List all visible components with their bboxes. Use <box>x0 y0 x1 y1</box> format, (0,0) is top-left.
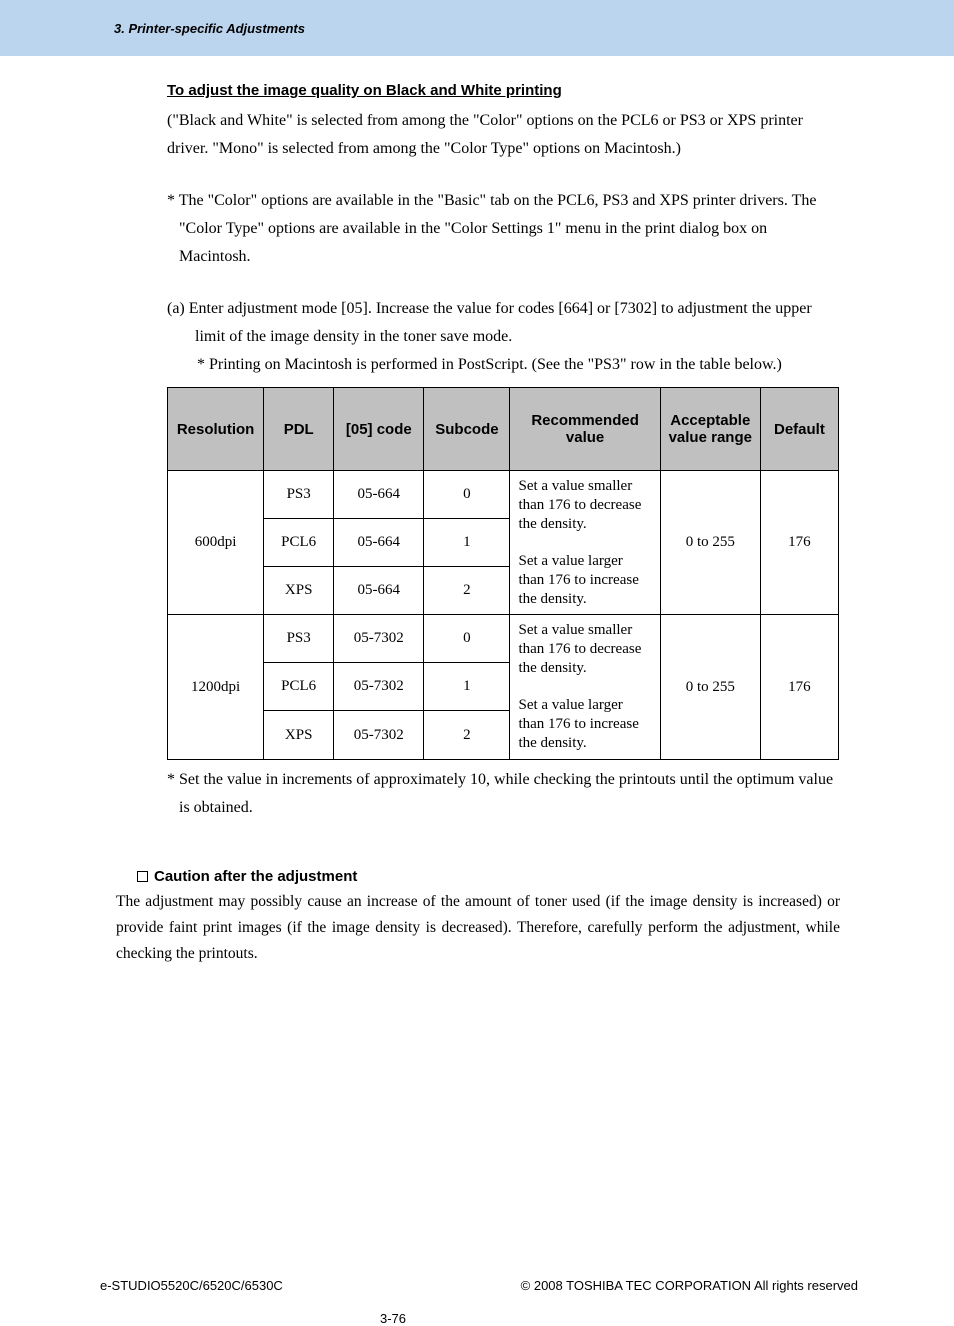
cell-pdl: PS3 <box>264 471 334 519</box>
cell-recommended: Set a value smaller than 176 to decrease… <box>510 615 660 759</box>
cell-pdl: PS3 <box>264 615 334 663</box>
table-header-row: Resolution PDL [05] code Subcode Recomme… <box>168 388 839 471</box>
intro-text: ("Black and White" is selected from amon… <box>167 107 840 163</box>
table-row: 600dpi PS3 05-664 0 Set a value smaller … <box>168 471 839 519</box>
checkbox-icon <box>137 871 148 882</box>
cell-sub: 1 <box>424 519 510 567</box>
cell-pdl: PCL6 <box>264 519 334 567</box>
cell-sub: 0 <box>424 615 510 663</box>
cell-code: 05-664 <box>334 567 424 615</box>
cell-range: 0 to 255 <box>660 471 760 615</box>
page-header: 3. Printer-specific Adjustments <box>0 0 954 56</box>
page-footer: e-STUDIO5520C/6520C/6530C © 2008 TOSHIBA… <box>0 1278 954 1313</box>
cell-code: 05-7302 <box>334 663 424 711</box>
th-range: Acceptable value range <box>660 388 760 471</box>
cell-sub: 2 <box>424 567 510 615</box>
caution-heading-text: Caution after the adjustment <box>154 868 357 885</box>
th-code: [05] code <box>334 388 424 471</box>
th-pdl: PDL <box>264 388 334 471</box>
cell-pdl: XPS <box>264 567 334 615</box>
footer-right: © 2008 TOSHIBA TEC CORPORATION All right… <box>521 1278 858 1293</box>
th-default: Default <box>760 388 838 471</box>
cell-default: 176 <box>760 615 838 759</box>
cell-code: 05-7302 <box>334 615 424 663</box>
cell-sub: 2 <box>424 711 510 759</box>
th-subcode: Subcode <box>424 388 510 471</box>
cell-default: 176 <box>760 471 838 615</box>
cell-code: 05-664 <box>334 519 424 567</box>
table-row: 1200dpi PS3 05-7302 0 Set a value smalle… <box>168 615 839 663</box>
step-a-note: * Printing on Macintosh is performed in … <box>197 351 840 379</box>
cell-resolution: 600dpi <box>168 471 264 615</box>
chapter-title: 3. Printer-specific Adjustments <box>114 21 305 36</box>
page-body: To adjust the image quality on Black and… <box>0 56 954 968</box>
cell-range: 0 to 255 <box>660 615 760 759</box>
th-recommended: Recommended value <box>510 388 660 471</box>
cell-sub: 1 <box>424 663 510 711</box>
step-a: (a) Enter adjustment mode [05]. Increase… <box>167 295 840 351</box>
cell-pdl: PCL6 <box>264 663 334 711</box>
caution-heading: Caution after the adjustment <box>137 868 840 885</box>
cell-code: 05-664 <box>334 471 424 519</box>
post-table-note: * Set the value in increments of approxi… <box>167 766 840 822</box>
th-resolution: Resolution <box>168 388 264 471</box>
cell-resolution: 1200dpi <box>168 615 264 759</box>
cell-recommended: Set a value smaller than 176 to decrease… <box>510 471 660 615</box>
page-number: 3-76 <box>0 1311 954 1326</box>
cell-pdl: XPS <box>264 711 334 759</box>
cell-code: 05-7302 <box>334 711 424 759</box>
footer-left: e-STUDIO5520C/6520C/6530C <box>100 1278 283 1293</box>
cell-sub: 0 <box>424 471 510 519</box>
caution-body: The adjustment may possibly cause an inc… <box>116 889 840 968</box>
section-title: To adjust the image quality on Black and… <box>167 82 840 99</box>
note-1: * The "Color" options are available in t… <box>167 187 840 271</box>
adjustment-table: Resolution PDL [05] code Subcode Recomme… <box>167 387 839 760</box>
